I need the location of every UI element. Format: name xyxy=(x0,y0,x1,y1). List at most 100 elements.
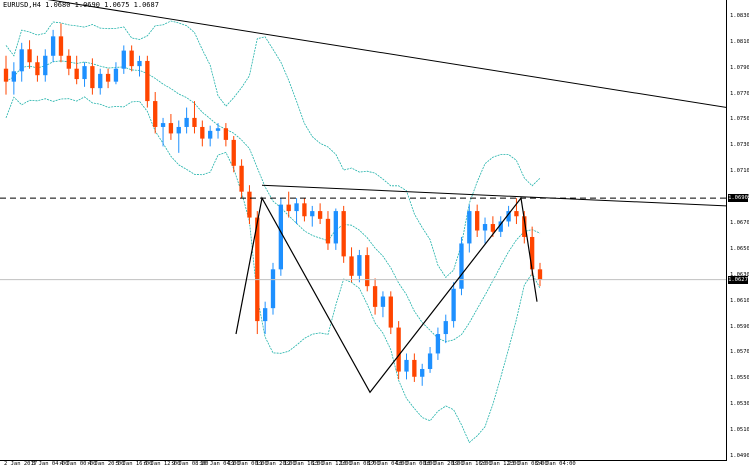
time-tick-label: 11 Jan 20:00 xyxy=(256,461,296,467)
candle-body xyxy=(357,255,362,276)
candle-body xyxy=(443,321,448,335)
price-tick-label: 1.0670 xyxy=(730,220,749,227)
time-tick-label: 4 Jan 00:00 xyxy=(60,461,97,467)
time-tick-label: 24 Jan 04:00 xyxy=(536,461,576,467)
candle-body xyxy=(19,49,24,72)
candle-body xyxy=(192,117,197,127)
time-tick-label: 13 Jan 12:00 xyxy=(312,461,352,467)
candle-body xyxy=(160,123,166,127)
candle-body xyxy=(11,71,17,82)
symbol-header: EURUSD,H4 1.0680 1.0690 1.0675 1.0687 xyxy=(3,1,159,9)
candle-body xyxy=(223,128,229,140)
candle-body xyxy=(537,269,543,280)
candle-body xyxy=(467,211,472,244)
candle-body xyxy=(98,73,103,89)
middle-band xyxy=(5,60,541,343)
time-tick-label: 17 Jan 04:00 xyxy=(368,461,408,467)
candle-body xyxy=(3,68,9,82)
upper-band xyxy=(5,20,541,279)
price-tick-label: 1.0770 xyxy=(730,90,749,97)
time-tick-label: 6 Jan 12:00 xyxy=(144,461,181,467)
time-tick-label: 5 Jan 16:00 xyxy=(116,461,153,467)
current-price-tag: 1.0627 xyxy=(728,275,748,284)
price-tick-label: 1.0510 xyxy=(730,427,749,434)
candle-body xyxy=(310,211,315,217)
price-tick-label: 1.0550 xyxy=(730,375,749,382)
candle-body xyxy=(184,117,189,127)
candle-body xyxy=(372,286,378,307)
candle-body xyxy=(255,217,260,322)
candle-body xyxy=(270,269,276,309)
candle-body xyxy=(529,236,535,270)
time-tick-label: 16 Jan 08:00 xyxy=(340,461,380,467)
candle-body xyxy=(58,36,64,56)
candle-body xyxy=(396,327,401,372)
candle-body xyxy=(365,255,370,287)
price-tick-label: 1.0810 xyxy=(730,38,749,45)
candle-body xyxy=(27,49,32,63)
candle-body xyxy=(404,359,409,372)
price-tick-label: 1.0610 xyxy=(730,297,749,304)
candle-body xyxy=(200,126,205,139)
candle-body xyxy=(333,211,338,244)
neckline-price-tag: 1.0690 xyxy=(728,194,748,203)
candle-body xyxy=(66,55,71,69)
candle-body xyxy=(247,191,252,218)
candle-body xyxy=(129,50,134,67)
candle-body xyxy=(278,204,284,270)
candle-body xyxy=(451,288,456,322)
price-tick-label: 1.0650 xyxy=(730,245,749,252)
candle-body xyxy=(208,130,213,139)
candle-body xyxy=(514,211,519,217)
candle-body xyxy=(50,36,56,56)
candle-body xyxy=(475,211,480,231)
candle-body xyxy=(490,224,496,232)
candle-body xyxy=(262,308,268,322)
price-tick-label: 1.0530 xyxy=(730,401,749,408)
time-tick-label: 2 Jan 2017 xyxy=(4,461,38,467)
price-tick-label: 1.0790 xyxy=(730,64,749,71)
candle-body xyxy=(121,50,126,69)
candle-body xyxy=(498,221,503,232)
candle-body xyxy=(35,62,40,76)
candle-body xyxy=(215,128,221,131)
price-axis[interactable]: 1.0830 1.0810 1.0790 1.0770 1.0750 1.0730 1.07… xyxy=(727,0,749,461)
time-tick-label: 18 Jan 00:00 xyxy=(396,461,436,467)
candle-body xyxy=(176,126,181,134)
candle-body xyxy=(349,256,354,276)
time-axis[interactable]: 2 Jan 2017 3 Jan 04:00 4 Jan 00:00 4 Jan 20… xyxy=(0,461,727,469)
time-tick-label: 3 Jan 04:00 xyxy=(32,461,69,467)
candle-body xyxy=(145,60,150,102)
price-tick-label: 1.0490 xyxy=(730,453,749,459)
candlestick-chart[interactable] xyxy=(0,0,727,461)
candle-body xyxy=(43,55,48,76)
price-tick-label: 1.0730 xyxy=(730,142,749,149)
price-tick-label: 1.0630 xyxy=(730,272,749,278)
candle-body xyxy=(522,216,527,237)
candle-body xyxy=(113,68,119,82)
candle-body xyxy=(317,211,323,219)
zigzag-pattern-line xyxy=(235,196,538,394)
price-tick-label: 1.0830 xyxy=(730,12,749,19)
candle-body xyxy=(420,368,425,377)
candle-body xyxy=(482,224,488,231)
price-tick-label: 1.0710 xyxy=(730,168,749,175)
candle-body xyxy=(74,68,79,80)
price-tick-label: 1.0570 xyxy=(730,349,749,356)
time-tick-label: 23 Jan 08:00 xyxy=(508,461,548,467)
candle-body xyxy=(294,203,299,212)
chart-plot-area[interactable]: EURUSD,H4 1.0680 1.0690 1.0675 1.0687 xyxy=(0,0,727,461)
candle-body xyxy=(341,211,346,257)
time-tick-label: 20 Jan 12:00 xyxy=(480,461,520,467)
candle-body xyxy=(380,296,386,307)
time-tick-label: 12 Jan 16:00 xyxy=(284,461,324,467)
candle-body xyxy=(427,353,433,369)
candle-body xyxy=(302,203,307,217)
time-tick-label: 11 Jan 00:00 xyxy=(228,461,268,467)
time-tick-label: 4 Jan 20:00 xyxy=(88,461,125,467)
candle-body xyxy=(239,165,244,192)
candle-body xyxy=(105,73,111,82)
time-tick-label: 18 Jan 20:00 xyxy=(424,461,464,467)
time-tick-label: 9 Jan 08:00 xyxy=(172,461,209,467)
